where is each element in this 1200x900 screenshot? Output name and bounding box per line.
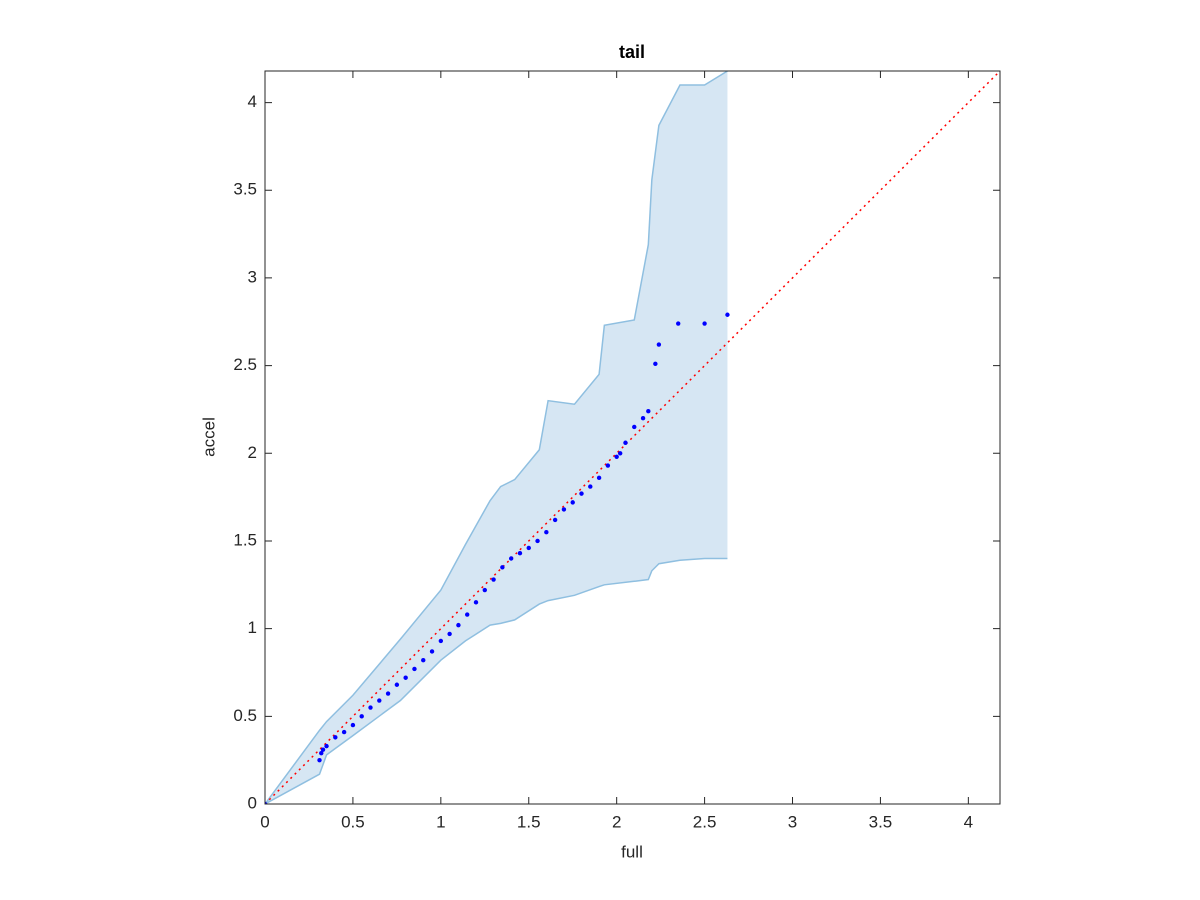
data-point (646, 408, 651, 414)
data-point (482, 587, 487, 593)
y-tick-label: 0.5 (233, 706, 257, 725)
data-point (319, 750, 324, 756)
chart-title: tail (619, 42, 645, 62)
y-tick-label: 1 (248, 618, 257, 637)
x-tick-label: 2.5 (693, 812, 717, 831)
data-point (403, 675, 408, 680)
data-point (412, 666, 417, 672)
x-axis-label: full (621, 842, 643, 861)
y-tick-label: 0 (248, 793, 257, 812)
data-point (544, 529, 549, 535)
data-point (491, 577, 496, 582)
data-point (377, 698, 382, 703)
data-point (350, 722, 356, 728)
data-point (333, 735, 338, 740)
y-tick-label: 2 (248, 443, 257, 462)
data-point (632, 424, 637, 430)
data-point (623, 440, 628, 445)
reference-line (265, 71, 1000, 804)
data-point (320, 747, 326, 752)
band-edge (265, 71, 728, 804)
data-point (359, 714, 364, 719)
data-point (617, 451, 623, 456)
y-tick-label: 3.5 (233, 180, 257, 199)
x-tick-label: 1 (436, 812, 445, 831)
data-point (561, 507, 567, 512)
confidence-band (265, 71, 728, 804)
data-point (508, 556, 514, 561)
data-point (676, 321, 681, 326)
x-tick-label: 1.5 (517, 812, 541, 831)
data-point (368, 705, 373, 710)
data-point (447, 631, 452, 637)
y-tick-label: 1.5 (233, 530, 257, 549)
x-tick-label: 0 (260, 812, 269, 831)
data-point (579, 491, 584, 496)
axes: 0 0.5 1 1.5 2 2.5 3 3.5 4 0 0.5 1 1.5 2 2.5 3 3.5 4 (233, 70, 1001, 831)
y-tick-label: 2.5 (233, 355, 257, 374)
data-point (473, 600, 479, 605)
data-point (653, 361, 658, 367)
data-point (596, 475, 602, 481)
data-point (535, 538, 540, 544)
band-edge (265, 557, 728, 804)
data-point (341, 729, 347, 735)
x-tick-label: 3 (788, 812, 797, 831)
data-point (552, 517, 558, 523)
data-point (702, 321, 707, 326)
x-tick-label: 4 (964, 812, 973, 831)
x-tick-label: 3.5 (869, 812, 893, 831)
data-point (421, 658, 426, 663)
plot-area (265, 71, 1000, 804)
y-tick-label: 4 (248, 92, 257, 111)
data-point (465, 612, 470, 617)
y-tick-label: 3 (248, 267, 257, 286)
data-point (394, 682, 400, 687)
data-point (588, 484, 593, 489)
axes-box (264, 70, 1001, 805)
data-point (265, 801, 268, 804)
data-point (429, 649, 435, 654)
x-tick-label: 0.5 (341, 812, 365, 831)
data-point (438, 638, 444, 644)
data-point (605, 463, 611, 468)
data-point (640, 416, 646, 421)
data-point (570, 500, 575, 505)
data-point (385, 691, 391, 696)
data-point (500, 565, 505, 570)
data-point (456, 622, 461, 628)
data-point (656, 342, 662, 347)
data-point (317, 757, 322, 763)
y-axis-label: accel (199, 417, 218, 457)
x-tick-label: 2 (612, 812, 621, 831)
data-point (324, 743, 329, 749)
data-point (614, 454, 619, 459)
data-point (725, 312, 730, 317)
data-point (517, 551, 523, 556)
data-point (526, 545, 531, 551)
